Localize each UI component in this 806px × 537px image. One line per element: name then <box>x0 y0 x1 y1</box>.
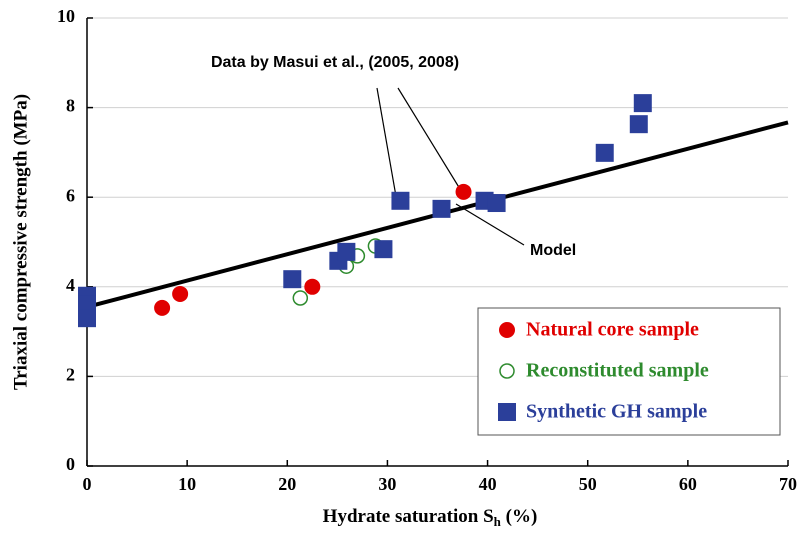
legend-marker <box>499 363 515 379</box>
x-tick-label: 40 <box>479 474 497 494</box>
y-tick-label: 0 <box>66 454 75 474</box>
legend-label: Reconstituted sample <box>526 360 709 382</box>
x-tick-label: 30 <box>378 474 396 494</box>
x-axis-title-main: Hydrate saturation S <box>323 506 494 527</box>
x-tick-label: 70 <box>779 474 797 494</box>
model-pointer <box>455 203 525 246</box>
y-tick-label: 8 <box>66 96 75 116</box>
y-tick-label: 10 <box>57 6 75 26</box>
annotation-arrow <box>376 87 398 203</box>
legend-box <box>477 307 781 436</box>
y-axis-title: Triaxial compressive strength (MPa) <box>10 94 31 390</box>
annotation-arrow <box>397 87 461 190</box>
x-axis-title: Hydrate saturation Sh (%) <box>323 506 538 529</box>
x-axis-title-suffix: (%) <box>501 506 537 527</box>
legend-label: Natural core sample <box>526 319 699 341</box>
marker-square <box>595 143 614 162</box>
marker-circle <box>304 278 321 295</box>
marker-square <box>374 240 393 259</box>
marker-circle <box>154 299 171 316</box>
y-tick-label: 6 <box>66 185 75 205</box>
marker-square <box>432 199 451 218</box>
x-axis-title-sub: h <box>494 514 502 529</box>
legend-marker <box>499 322 515 338</box>
marker-square <box>633 94 652 113</box>
x-tick-label: 20 <box>278 474 296 494</box>
marker-square <box>78 309 96 328</box>
marker-square <box>283 270 302 289</box>
y-tick-label: 2 <box>66 365 75 385</box>
marker-circle <box>172 285 189 302</box>
marker-square <box>337 242 356 261</box>
x-tick-label: 0 <box>83 474 92 494</box>
x-tick-label: 50 <box>579 474 597 494</box>
marker-open-circle <box>292 290 309 306</box>
marker-circle <box>455 183 472 200</box>
x-tick-label: 10 <box>178 474 196 494</box>
marker-square <box>487 194 506 213</box>
legend-label: Synthetic GH sample <box>526 401 707 423</box>
model-label: Model <box>530 242 576 259</box>
x-tick-label: 60 <box>679 474 697 494</box>
marker-square <box>391 191 410 210</box>
y-tick-label: 4 <box>66 275 75 295</box>
annotation: Data by Masui et al., (2005, 2008) <box>211 54 459 71</box>
legend-marker <box>498 403 516 421</box>
marker-square <box>629 115 648 134</box>
